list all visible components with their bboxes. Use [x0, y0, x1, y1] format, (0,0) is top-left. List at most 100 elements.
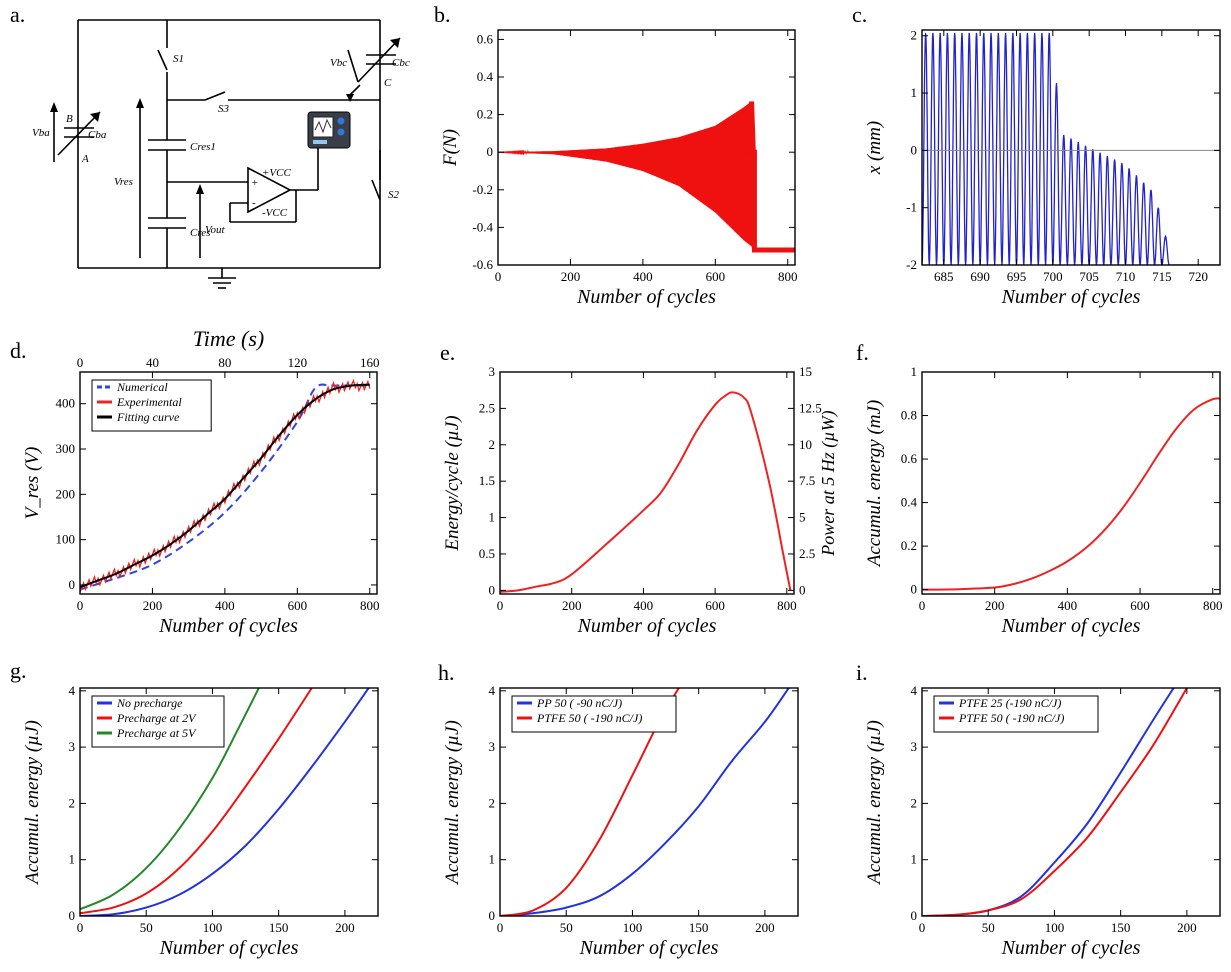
xtick-label-c-4: 705: [1079, 269, 1099, 284]
ytick-label-f-1: 0.8: [901, 408, 917, 423]
oscilloscope-icon: [307, 111, 351, 149]
panel-label-f: f.: [856, 340, 869, 365]
x2-axis-label-d: Time (s): [193, 326, 265, 351]
series-d-0: [80, 383, 370, 591]
xtick-label-c-5: 710: [1116, 269, 1136, 284]
xtick-label-d-0: 0: [77, 598, 84, 613]
label-vres: Vres: [114, 176, 133, 188]
ytick-label-f-2: 0.6: [901, 451, 918, 466]
panel-label-i: i.: [856, 660, 868, 685]
legend-box-i: [933, 695, 1099, 733]
label-vba: Vba: [32, 127, 50, 139]
axes-frame-b: [497, 29, 796, 266]
legend-label-h-1: PTFE 50 ( -190 nC/J): [536, 711, 642, 725]
xtick-label-e-1: 200: [562, 598, 582, 613]
ytick-label-b-6: -0.6: [472, 257, 493, 272]
ytick-label-c-2: 0: [911, 142, 918, 157]
xtick-label-f-4: 800: [1203, 598, 1223, 613]
ytick-label-h-0: 4: [489, 683, 496, 698]
xtick-label-c-6: 715: [1152, 269, 1172, 284]
series-g-1: [80, 688, 313, 915]
ytick-label-e-5: 0.5: [479, 546, 495, 561]
label-minus-vcc: -VCC: [262, 207, 288, 219]
y2tick-label-e-4: 5: [799, 510, 806, 525]
panel-label-d: d.: [10, 338, 27, 363]
plot-area-c: [922, 32, 1220, 265]
xtick-label-g-1: 50: [140, 920, 153, 935]
ytick-label-d-3: 100: [56, 532, 76, 547]
axes-frame-g: [79, 687, 379, 917]
xtick-label-c-1: 690: [970, 269, 990, 284]
y-axis-label-i: Accumul. energy (µJ): [864, 720, 885, 886]
ytick-label-h-4: 0: [489, 908, 496, 923]
chart-c: 685 690 695 700 705 710 715 720 2 1 0 -1 -2 Number of…: [864, 28, 1221, 308]
label-node-a: A: [81, 153, 89, 165]
chart-g: 0 50 100 150 200 4 3 2 1 0 Number of cycles Accumul…: [22, 683, 379, 959]
xtick-label-d-1: 200: [143, 598, 163, 613]
xtick-label-b-2: 400: [633, 269, 653, 284]
legend-label-h-0: PP 50 ( -90 nC/J): [536, 696, 622, 710]
xtick-label-i-1: 50: [982, 920, 995, 935]
ytick-label-d-4: 0: [69, 577, 76, 592]
legend-label-i-0: PTFE 25 (-190 nC/J): [958, 696, 1061, 710]
label-plus-vcc: +VCC: [262, 167, 291, 179]
legend-label-g-1: Precharge at 2V: [116, 711, 197, 725]
x2tick-label-d-1: 40: [146, 355, 159, 370]
displacement-trace: [922, 32, 1220, 265]
xtick-label-h-0: 0: [497, 920, 504, 935]
x-axis-label-f: Number of cycles: [1001, 615, 1141, 637]
label-node-b: B: [66, 113, 73, 125]
chart-e: 0 200 400 600 800 3 2.5 2 1.5 1 0.5 0 15 12.5 10 7.5 5 2.…: [442, 364, 839, 637]
xtick-label-b-0: 0: [495, 269, 502, 284]
xtick-label-f-0: 0: [919, 598, 926, 613]
y2tick-label-e-2: 10: [799, 437, 812, 452]
cba-arrow: [57, 111, 101, 156]
series-e-0: [500, 391, 792, 593]
force-envelope: [498, 101, 754, 251]
y-axis-label-g: Accumul. energy (µJ): [22, 720, 43, 886]
ytick-label-i-4: 0: [911, 908, 918, 923]
xtick-label-c-2: 695: [1007, 269, 1027, 284]
chart-f: 0 200 400 600 800 1 0.8 0.6 0.4 0.2 0 Number of cyc…: [864, 364, 1222, 637]
y-axis-label-b: F(N): [440, 129, 461, 167]
xtick-label-g-3: 150: [269, 920, 289, 935]
ytick-label-i-0: 4: [911, 683, 918, 698]
panel-label-e: e.: [440, 340, 455, 365]
xtick-label-h-4: 200: [755, 920, 775, 935]
plot-area-b: [498, 101, 795, 253]
ytick-label-f-4: 0.2: [901, 538, 917, 553]
xtick-label-e-4: 800: [777, 598, 797, 613]
ytick-label-g-4: 0: [69, 908, 76, 923]
series-f-0: [922, 397, 1220, 591]
series-h-0: [500, 688, 790, 916]
y2-axis-label-e: Power at 5 Hz (µW): [818, 410, 839, 556]
label-cres1: Cres1: [190, 141, 216, 153]
label-node-c: C: [384, 77, 392, 89]
ytick-label-d-1: 300: [56, 441, 76, 456]
legend-label-g-0: No precharge: [116, 696, 183, 710]
xtick-label-e-0: 0: [497, 598, 504, 613]
label-opamp-minus: -: [252, 197, 256, 209]
xtick-label-d-4: 800: [360, 598, 380, 613]
xtick-label-d-2: 400: [215, 598, 235, 613]
legend-box-h: [511, 695, 677, 733]
legend-label-d-0: Numerical: [116, 380, 168, 394]
label-s1: S1: [173, 53, 184, 65]
ytick-label-f-5: 0: [911, 582, 918, 597]
x-axis-label-d: Number of cycles: [158, 615, 298, 637]
xtick-label-g-2: 100: [203, 920, 223, 935]
panel-label-c: c.: [852, 2, 867, 27]
xtick-label-d-3: 600: [288, 598, 308, 613]
ytick-label-c-3: -1: [906, 200, 917, 215]
axes-frame-d: [79, 371, 378, 595]
legend-h: PP 50 ( -90 nC/J)PTFE 50 ( -190 nC/J): [511, 695, 677, 733]
circuit-diagram: [53, 19, 401, 289]
label-vbc: Vbc: [330, 57, 347, 69]
panel-label-g: g.: [10, 658, 27, 683]
ytick-label-b-3: 0: [487, 144, 494, 159]
ytick-label-b-5: -0.4: [472, 219, 493, 234]
ytick-label-b-1: 0.4: [477, 69, 494, 84]
